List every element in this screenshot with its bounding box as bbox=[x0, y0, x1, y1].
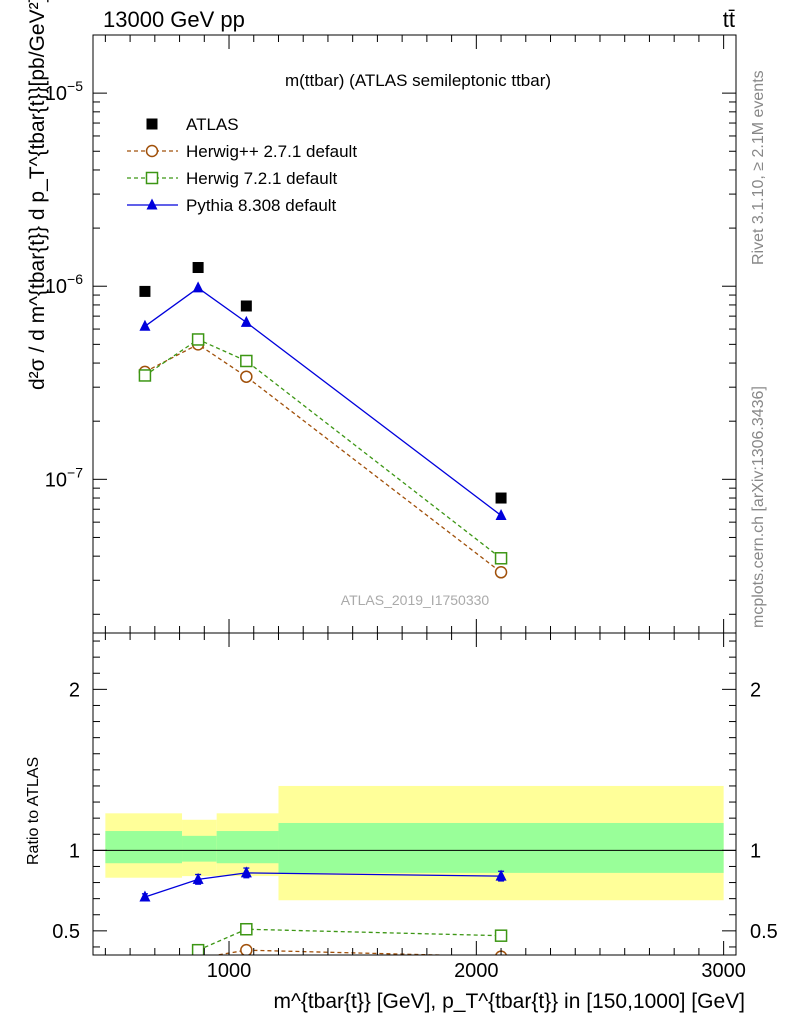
ratio-point-pythia-8-308-default bbox=[192, 872, 204, 884]
ratio-line-herwig-2-7-1-default bbox=[213, 949, 464, 955]
main-line-herwig-7-2-1-default bbox=[144, 338, 502, 559]
ratio-point-pythia-8-308-default bbox=[240, 866, 252, 878]
legend-label-herwig-2-7-1-default: Herwig++ 2.7.1 default bbox=[186, 142, 357, 161]
ratio-band-green bbox=[105, 831, 183, 864]
legend-label-pythia-8-308-default: Pythia 8.308 default bbox=[186, 196, 337, 215]
ratio-point-pythia-8-308-default bbox=[139, 890, 151, 902]
ratio-y-tick-label-right: 1 bbox=[750, 840, 761, 862]
main-series-layer bbox=[138, 262, 508, 579]
main-point-herwig-7-2-1-default bbox=[138, 369, 152, 382]
x-tick-label: 3000 bbox=[701, 960, 746, 982]
main-y-tick-label: 10−5 bbox=[45, 78, 83, 105]
ratio-band-green bbox=[278, 822, 724, 873]
watermark: ATLAS_2019_I1750330 bbox=[341, 592, 490, 608]
main-point-herwig-7-2-1-default bbox=[240, 354, 253, 368]
main-point-atlas bbox=[139, 285, 151, 297]
legend-marker-pythia-8-308-default bbox=[146, 198, 158, 210]
ratio-line-pythia-8-308-default bbox=[144, 872, 502, 898]
main-point-atlas bbox=[240, 300, 252, 312]
ratio-bands-layer bbox=[93, 785, 736, 901]
ratio-y-tick-label-left: 1 bbox=[69, 840, 80, 862]
ratio-y-tick-label-left: 2 bbox=[69, 679, 80, 701]
main-axis-ticks: 10−7 10−6 10−5 bbox=[45, 34, 736, 633]
main-y-axis-label: d²σ / d m^{tbar{t}} d p_T^{tbar{t}}[pb/G… bbox=[26, 0, 49, 390]
x-axis-label: m^{tbar{t}} [GeV], p_T^{tbar{t}} in [150… bbox=[273, 990, 745, 1013]
main-point-pythia-8-308-default bbox=[495, 508, 507, 520]
main-point-pythia-8-308-default bbox=[240, 315, 252, 327]
main-y-tick-label: 10−6 bbox=[45, 271, 83, 298]
ratio-point-herwig-7-2-1-default bbox=[240, 922, 253, 936]
main-y-tick-label: 10−7 bbox=[45, 464, 83, 491]
ratio-point-herwig-7-2-1-default bbox=[191, 943, 205, 955]
main-point-pythia-8-308-default bbox=[139, 319, 151, 331]
main-point-pythia-8-308-default bbox=[192, 281, 204, 293]
ratio-y-axis-label: Ratio to ATLAS bbox=[25, 757, 42, 865]
ratio-frame bbox=[92, 632, 737, 956]
main-point-atlas bbox=[192, 262, 204, 274]
process-label: tt̄ bbox=[723, 7, 735, 32]
ratio-point-herwig-2-7-1-default bbox=[240, 943, 253, 955]
x-tick-label: 2000 bbox=[454, 960, 499, 982]
x-tick-label: 1000 bbox=[207, 960, 252, 982]
main-line-pythia-8-308-default bbox=[144, 287, 502, 516]
ratio-series-layer bbox=[139, 866, 508, 955]
ratio-point-pythia-8-308-default bbox=[495, 869, 507, 881]
legend-label-herwig-7-2-1-default: Herwig 7.2.1 default bbox=[186, 169, 337, 188]
ratio-y-tick-label-right: 0.5 bbox=[750, 921, 778, 943]
legend-label-atlas: ATLAS bbox=[186, 115, 239, 134]
legend-marker-herwig-2-7-1-default bbox=[145, 144, 159, 158]
main-point-atlas bbox=[495, 492, 507, 504]
ratio-axis-ticks: 0.5 0.5 1 1 2 2 1000 2000 3000 bbox=[52, 633, 778, 982]
legend-marker-herwig-7-2-1-default bbox=[145, 171, 159, 185]
main-panel: 10−7 10−6 10−5 m(ttbar) (ATLAS semileptoni… bbox=[26, 0, 737, 634]
mcplots-label: mcplots.cern.ch [arXiv:1306.3436] bbox=[750, 386, 767, 628]
ratio-panel: 0.5 0.5 1 1 2 2 1000 2000 3000 Ratio to ATLAS m^… bbox=[25, 632, 778, 1013]
ratio-y-tick-label-right: 2 bbox=[750, 679, 761, 701]
ratio-point-herwig-7-2-1-default bbox=[494, 929, 508, 942]
rivet-label: Rivet 3.1.10, ≥ 2.1M events bbox=[750, 70, 767, 265]
main-point-herwig-7-2-1-default bbox=[191, 333, 205, 346]
legend-marker-atlas bbox=[146, 118, 158, 130]
main-line-herwig-2-7-1-default bbox=[144, 343, 502, 573]
ratio-band-green bbox=[216, 831, 279, 864]
main-point-herwig-7-2-1-default bbox=[494, 552, 508, 565]
ratio-band-green bbox=[182, 835, 217, 862]
legend: ATLAS Herwig++ 2.7.1 default Herwig 7.2.1 … bbox=[127, 115, 357, 215]
main-point-herwig-2-7-1-default bbox=[240, 370, 253, 383]
main-point-herwig-2-7-1-default bbox=[494, 566, 508, 579]
main-title: m(ttbar) (ATLAS semileptonic ttbar) bbox=[285, 71, 551, 90]
ratio-y-tick-label-left: 0.5 bbox=[52, 921, 80, 943]
energy-label: 13000 GeV pp bbox=[103, 7, 245, 32]
